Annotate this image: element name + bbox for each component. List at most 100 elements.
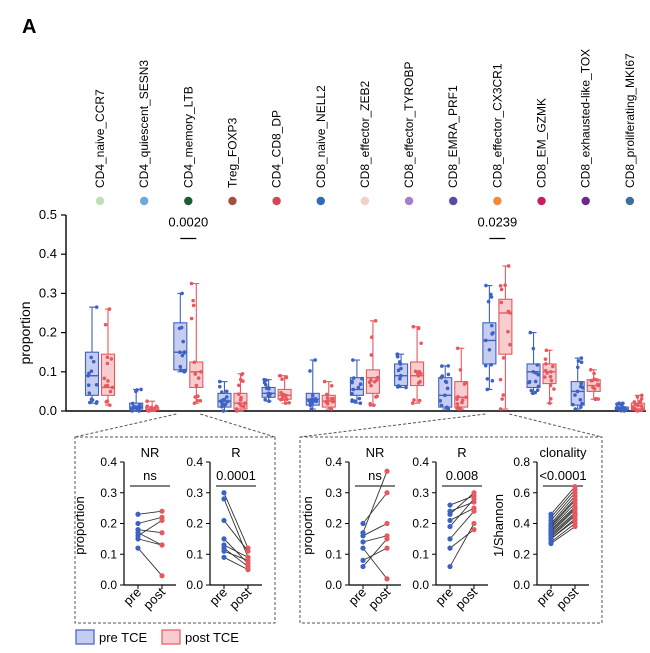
- pair-line: [449, 492, 475, 515]
- box-point-post: [145, 404, 150, 409]
- box-pre: [570, 381, 585, 406]
- box-point-pre: [219, 390, 224, 394]
- pair-line: [137, 529, 163, 534]
- box-point-pre: [484, 283, 488, 288]
- subplot-y-tick-label: 0.1: [412, 547, 429, 561]
- box-point-pre: [224, 395, 229, 399]
- box-point-pre: [443, 393, 447, 398]
- box-point-post: [237, 383, 241, 388]
- box-point-post: [328, 406, 333, 411]
- box-point-pre: [580, 385, 585, 390]
- y-axis-label: proportion: [17, 301, 33, 364]
- subplot-title: R: [231, 445, 240, 460]
- box-point-post: [458, 368, 463, 372]
- pair-line: [362, 492, 388, 524]
- zoom-box-memory-ltb: [74, 436, 276, 624]
- box-point-post: [640, 407, 644, 412]
- box-point-post: [373, 319, 378, 323]
- box-point-pre: [489, 323, 494, 328]
- box-point-post: [417, 398, 422, 403]
- box-point-pre: [491, 331, 495, 335]
- box-point-pre: [179, 325, 184, 330]
- box-point-pre: [579, 381, 583, 386]
- box-point-pre: [178, 350, 182, 355]
- box-point-post: [551, 364, 555, 369]
- box-point-pre: [88, 400, 92, 405]
- y-tick-label: 0.5: [39, 207, 57, 222]
- subplot-title: R: [457, 445, 466, 460]
- box-point-pre: [139, 387, 143, 392]
- box-point-post: [277, 373, 282, 378]
- box-point-pre: [89, 397, 94, 402]
- box-point-pre: [445, 386, 450, 391]
- box-point-post: [105, 361, 110, 366]
- box-point-pre: [399, 366, 403, 371]
- box-point-post: [498, 407, 503, 411]
- pair-point-pre: [135, 511, 141, 517]
- pair-point-post: [159, 573, 165, 579]
- box-point-post: [325, 396, 330, 400]
- pair-line: [362, 535, 388, 543]
- box-point-post: [633, 402, 638, 407]
- pair-line: [449, 510, 475, 540]
- box-point-post: [329, 397, 334, 401]
- pair-line: [550, 513, 576, 537]
- box-pre: [482, 322, 497, 365]
- pair-line: [362, 523, 388, 537]
- box-point-pre: [623, 406, 627, 410]
- box-point-post: [552, 387, 556, 391]
- box-point-post: [239, 372, 244, 377]
- zoom-connector: [74, 413, 177, 438]
- box-point-pre: [439, 403, 444, 408]
- box-point-post: [241, 404, 246, 409]
- box-point-post: [549, 378, 554, 383]
- pair-line: [137, 510, 163, 515]
- pair-point-pre: [360, 520, 366, 527]
- category-color-dot: [404, 196, 414, 206]
- box-point-post: [592, 377, 597, 381]
- category-color-dot: [316, 196, 325, 206]
- box-point-post: [107, 307, 112, 311]
- pair-line: [550, 515, 576, 538]
- pair-point-post: [159, 530, 165, 536]
- category-label: CD8_effector_CX3CR1: [490, 63, 504, 188]
- box-point-post: [419, 341, 423, 346]
- zoom-connector: [509, 413, 603, 438]
- box-point-post: [279, 397, 283, 402]
- subplot-x-tick-label: pre: [206, 585, 230, 609]
- subplot-y-tick-label: 0.0: [412, 578, 429, 592]
- box-point-post: [500, 397, 504, 401]
- box-point-pre: [130, 401, 135, 406]
- box-point-pre: [310, 397, 314, 401]
- subplot-y-tick-label: 0.2: [513, 547, 530, 561]
- pair-line: [550, 492, 576, 521]
- box-point-post: [192, 401, 197, 405]
- box-point-pre: [483, 338, 488, 343]
- box-point-pre: [129, 407, 134, 412]
- box-point-pre: [87, 371, 91, 376]
- box-point-pre: [182, 350, 187, 354]
- subplot-x-tick-label: post: [452, 584, 480, 612]
- box-point-post: [287, 400, 291, 405]
- pair-point-pre: [135, 545, 141, 551]
- subplot-y-tick-label: 0.2: [186, 517, 203, 531]
- category-label: Treg_FOXP3: [225, 117, 239, 188]
- box-point-post: [191, 298, 195, 303]
- subplot-y-axis-label: proportion: [300, 496, 315, 555]
- category-color-dot: [139, 196, 149, 206]
- pair-point-post: [384, 520, 390, 527]
- box-point-post: [503, 283, 507, 288]
- box-point-pre: [266, 385, 271, 390]
- box-point-post: [498, 284, 503, 288]
- subplot-significance: 0.0001: [216, 468, 256, 483]
- box-point-post: [324, 392, 329, 397]
- box-point-pre: [350, 398, 354, 402]
- subplot-y-axis-label: proportion: [72, 496, 87, 555]
- box-point-pre: [438, 399, 443, 403]
- subplot-y-tick-label: 0.4: [325, 455, 342, 469]
- box-point-post: [199, 370, 203, 374]
- box-point-post: [103, 384, 108, 388]
